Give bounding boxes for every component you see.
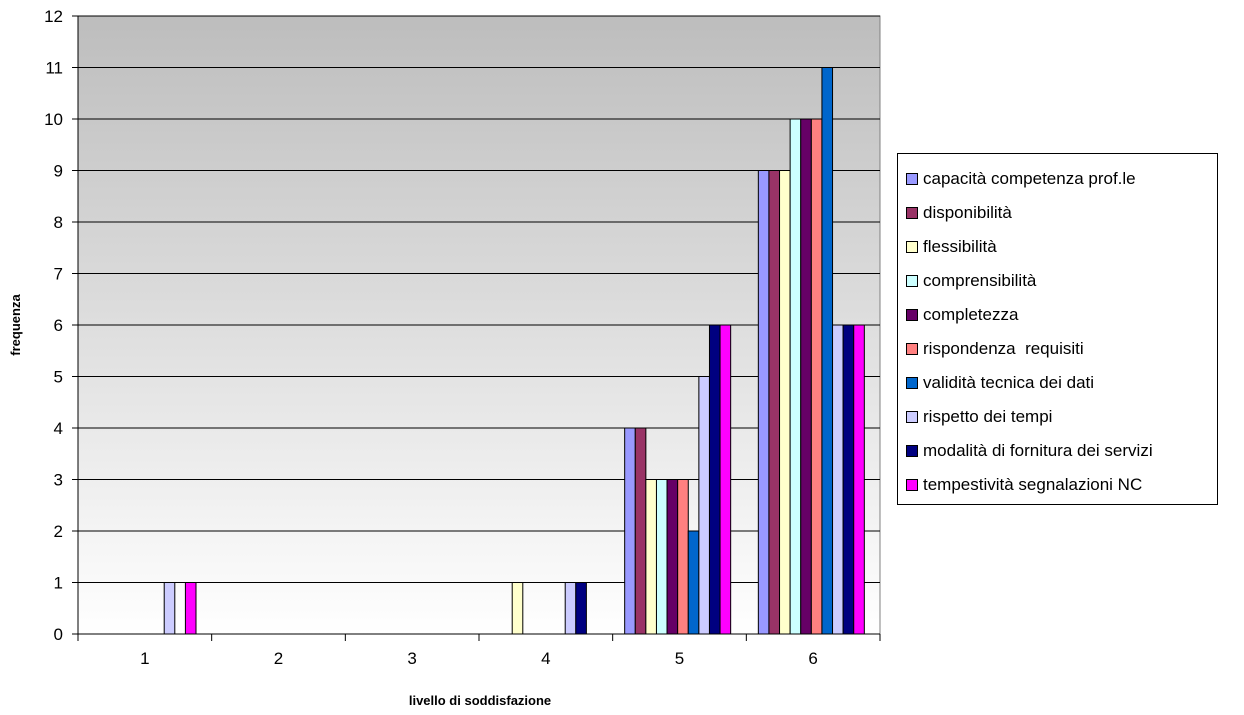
bar [575,582,587,635]
legend-swatch [906,411,918,423]
y-tick-label: 11 [45,59,63,78]
x-tick-label: 1 [140,649,149,668]
legend: capacità competenza prof.le disponibilità… [897,153,1218,505]
legend-item: comprensibilità [898,264,1217,298]
y-tick-label: 9 [54,162,63,181]
bar [719,324,732,635]
y-tick-label: 3 [54,471,63,490]
legend-item: disponibilità [898,196,1217,230]
legend-item: rispondenza requisiti [898,332,1217,366]
x-tick-labels: 1 2 3 4 5 6 [77,634,881,668]
x-tick-label: 2 [274,649,283,668]
bar [184,582,197,635]
legend-item: rispetto dei tempi [898,400,1217,434]
bar [800,118,812,635]
bar [163,582,176,635]
y-tick-label: 1 [54,574,63,593]
bar [698,376,710,635]
bar [511,582,524,635]
legend-label: disponibilità [923,203,1012,222]
y-tick-label: 10 [44,110,63,129]
y-tick-label: 4 [54,419,63,438]
legend-swatch [906,377,918,389]
y-tick-label: 8 [54,213,63,232]
bar [655,479,668,635]
y-tick-label: 5 [54,368,63,387]
legend-swatch [906,343,918,355]
bar [810,118,823,635]
legend-label: rispetto dei tempi [923,407,1053,426]
bar [687,530,700,635]
bar [768,170,781,635]
bar [708,324,721,635]
bar [564,582,577,635]
legend-item: validità tecnica dei dati [898,366,1217,400]
legend-swatch [906,479,918,491]
bar [677,479,689,635]
bar [832,324,844,635]
legend-item: flessibilità [898,230,1217,264]
bar [842,324,855,635]
legend-item: capacità competenza prof.le [898,162,1217,196]
bar [645,479,657,635]
legend-swatch [906,207,918,219]
bar [624,427,636,635]
legend-label: tempestività segnalazioni NC [923,475,1143,494]
legend-swatch [906,241,918,253]
legend-label: comprensibilità [923,271,1037,290]
y-tick-label: 0 [54,625,63,644]
legend-swatch [906,173,918,185]
x-tick-label: 6 [808,649,817,668]
x-tick-label: 5 [675,649,684,668]
bar [779,170,791,635]
legend-item: tempestività segnalazioni NC [898,468,1217,502]
x-tick-label: 3 [407,649,416,668]
legend-label: capacità competenza prof.le [923,169,1136,188]
legend-label: completezza [923,305,1019,324]
legend-label: validità tecnica dei dati [923,373,1095,392]
y-tick-label: 7 [54,265,63,284]
gridlines [78,15,880,583]
legend-label: flessibilità [923,237,997,256]
y-tick-label: 12 [44,7,63,26]
y-tick-label: 6 [54,316,63,335]
x-axis-title: livello di soddisfazione [409,693,551,708]
bar [821,67,834,635]
bar [853,324,865,635]
legend-item: modalità di fornitura dei servizi [898,434,1217,468]
legend-swatch [906,275,918,287]
legend-item: completezza [898,298,1217,332]
bar [757,170,770,635]
x-tick-label: 4 [541,649,550,668]
bar [634,427,647,635]
legend-label: rispondenza requisiti [923,339,1084,358]
bar [789,118,802,635]
y-tick-label: 2 [54,522,63,541]
bar [666,479,679,635]
legend-label: modalità di fornitura dei servizi [923,441,1153,460]
legend-swatch [906,445,918,457]
legend-swatch [906,309,918,321]
y-axis-title: frequenza [8,294,23,356]
